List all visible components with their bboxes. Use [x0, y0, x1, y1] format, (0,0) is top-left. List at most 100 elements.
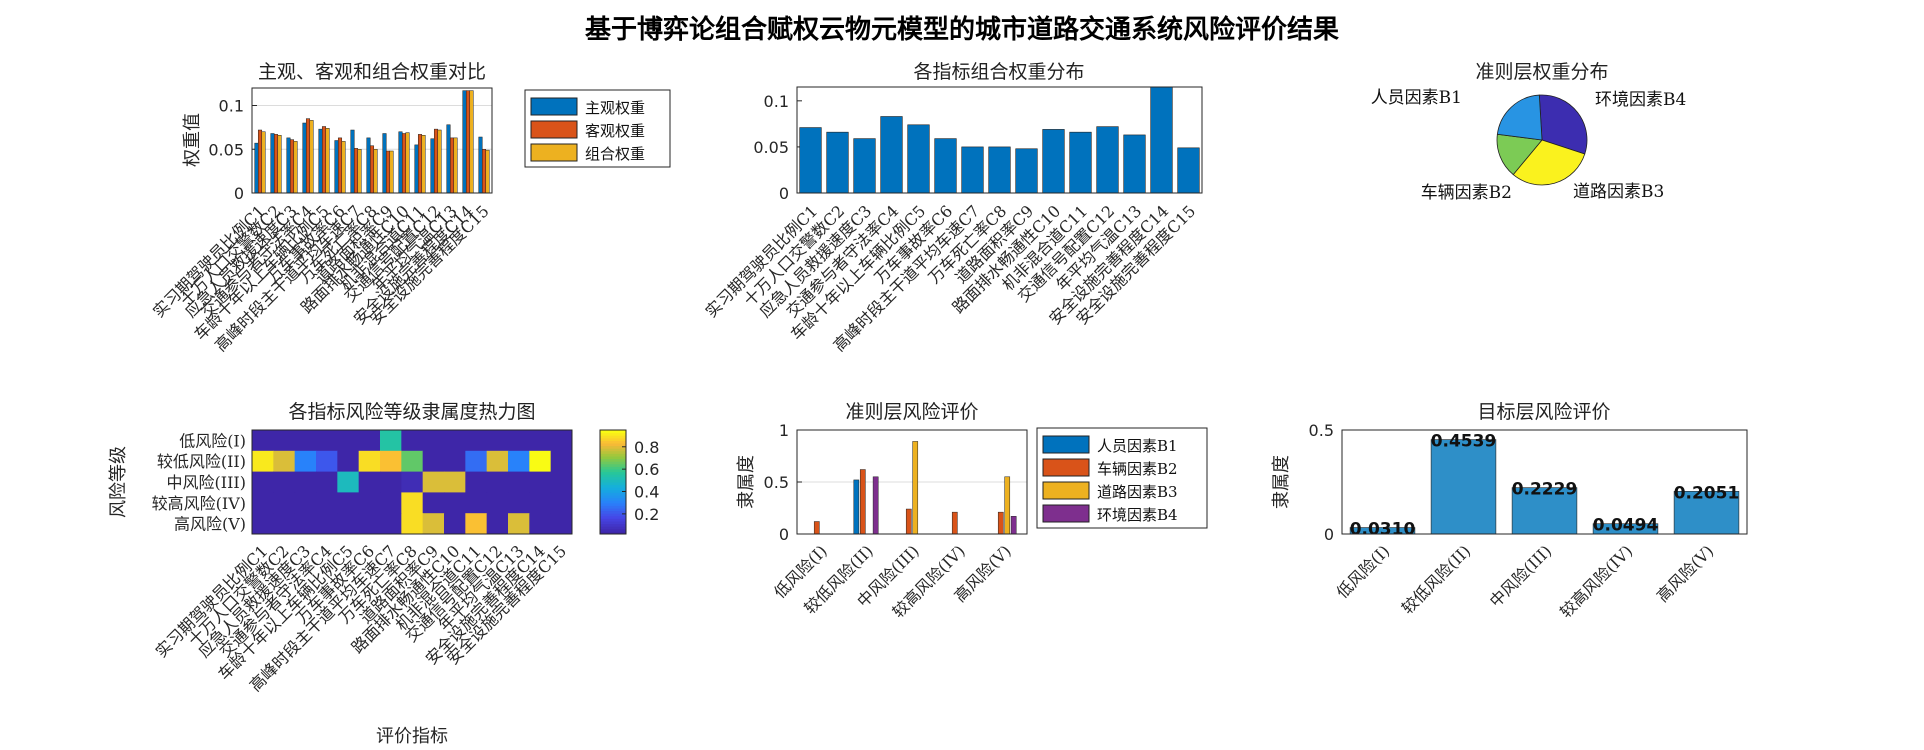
colorbar-frame — [599, 429, 627, 535]
combined-weight-chart: 各指标组合权重分布00.050.1实习期驾驶员比例C1十万人口交警数C2应急人员… — [702, 61, 1203, 355]
weights-bar — [277, 135, 282, 194]
heatmap-cell — [316, 513, 338, 535]
colorbar-segment — [600, 487, 626, 491]
colorbar-segment — [600, 523, 626, 527]
weights-bar — [353, 148, 359, 194]
combined-bar — [1150, 86, 1173, 194]
colorbar-segment — [600, 437, 626, 441]
heatmap-cell — [550, 492, 573, 514]
combined-bar — [961, 146, 984, 194]
heatmap-cell — [508, 492, 530, 514]
weights-bar — [325, 128, 330, 194]
weights-bar — [369, 145, 375, 194]
colorbar-segment — [600, 432, 626, 436]
criteria-bar — [1010, 516, 1017, 535]
weights-bar — [478, 136, 483, 194]
target-x-tick-label: 低风险(I) — [1333, 541, 1394, 602]
criteria-bar — [905, 508, 912, 535]
y-tick-label: 0 — [1324, 525, 1334, 544]
legend-swatch — [1042, 458, 1090, 477]
weights-bar — [389, 150, 394, 194]
colorbar-segment — [600, 526, 626, 530]
weights-bar — [309, 120, 314, 194]
heatmap-cell — [316, 450, 338, 473]
combined-bar — [826, 131, 849, 194]
legend-swatch — [1042, 435, 1090, 454]
heatmap-cell — [273, 492, 296, 514]
heatmap-cell — [401, 492, 424, 514]
heatmap-cell — [486, 513, 509, 535]
weights-bar — [321, 126, 327, 194]
plot-frame — [251, 429, 573, 535]
heatmap-y-axis-label: 风险等级 — [108, 446, 129, 518]
combined-bar — [1177, 147, 1200, 194]
heatmap-cell — [465, 471, 488, 493]
plot-frame — [796, 86, 1203, 194]
y-tick-label: 0.5 — [1309, 421, 1334, 440]
weights-y-axis-label: 权重值 — [182, 113, 203, 167]
colorbar-tick-label: 0.4 — [634, 483, 659, 502]
pie-slice-label: 车辆因素B2 — [1421, 183, 1512, 203]
y-tick-label: 0.1 — [219, 97, 244, 116]
heatmap-cell — [337, 430, 360, 452]
weights-bar — [305, 118, 311, 194]
heatmap-cell — [294, 492, 317, 514]
combined-bar — [799, 127, 822, 194]
heatmap-cell — [529, 450, 552, 473]
colorbar-segment — [600, 448, 626, 452]
colorbar-segment — [600, 510, 626, 514]
colorbar-segment — [600, 515, 626, 519]
colorbar-segment — [600, 518, 626, 522]
heatmap-cell — [358, 430, 381, 452]
combined-bar — [853, 138, 876, 194]
heatmap-cell — [316, 492, 338, 514]
combined-bar — [1123, 134, 1146, 194]
criteria-risk-chart: 准则层风险评价00.51隶属度低风险(I)较低风险(II)中风险(III)较高风… — [736, 401, 1208, 622]
weights-bar — [257, 129, 263, 194]
colorbar-segment — [600, 482, 626, 486]
combined-bar — [988, 146, 1011, 194]
heatmap-cell — [401, 513, 424, 535]
y-tick-label: 1 — [779, 421, 789, 440]
combined-bar — [907, 124, 930, 194]
heatmap-cell — [380, 450, 402, 473]
pie-slice-label: 人员因素B1 — [1371, 88, 1462, 108]
colorbar-segment — [600, 430, 626, 434]
target-risk-chart: 目标层风险评价 0 0.5 0.0310 0.4539 0.2229 0.0494 0.205… — [1271, 401, 1748, 622]
heatmap-cell — [444, 513, 466, 535]
heatmap-cell — [422, 513, 445, 535]
colorbar-segment — [600, 458, 626, 462]
heatmap-cell — [337, 492, 360, 514]
heatmap-cell — [550, 513, 573, 535]
heatmap-cell — [316, 430, 338, 452]
colorbar-segment — [600, 531, 626, 535]
legend-label: 客观权重 — [585, 122, 645, 140]
heatmap-cell — [529, 471, 552, 493]
heatmap-cell — [422, 450, 445, 473]
pie-slice — [1496, 133, 1543, 176]
target-x-tick-label: 高风险(V) — [1653, 541, 1717, 605]
colorbar-segment — [600, 450, 626, 454]
target-data-label: 0.2229 — [1512, 480, 1578, 500]
target-x-tick-label: 较低风险(II) — [1398, 541, 1474, 617]
weights-bar — [357, 149, 362, 194]
heatmap-cell — [273, 513, 296, 535]
heatmap-row-label: 较低风险(II) — [157, 452, 246, 471]
target-data-label: 0.4539 — [1431, 432, 1497, 452]
target-x-tick-label: 中风险(III) — [1486, 541, 1556, 611]
colorbar-segment — [600, 502, 626, 506]
weights-bar — [465, 90, 471, 194]
criteria-y-axis-label: 隶属度 — [736, 455, 757, 509]
legend-swatch — [530, 143, 578, 162]
combined-bar — [1069, 131, 1092, 194]
heatmap-cell — [444, 450, 466, 473]
colorbar-segment — [600, 463, 626, 467]
heatmap-cell — [337, 450, 360, 473]
pie-slice-label: 环境因素B4 — [1595, 90, 1686, 110]
criteria-chart-title: 准则层风险评价 — [845, 401, 978, 423]
weights-bar — [398, 131, 403, 194]
heatmap-cell — [486, 450, 509, 473]
weights-bar — [433, 128, 439, 194]
heatmap-cell — [358, 513, 381, 535]
